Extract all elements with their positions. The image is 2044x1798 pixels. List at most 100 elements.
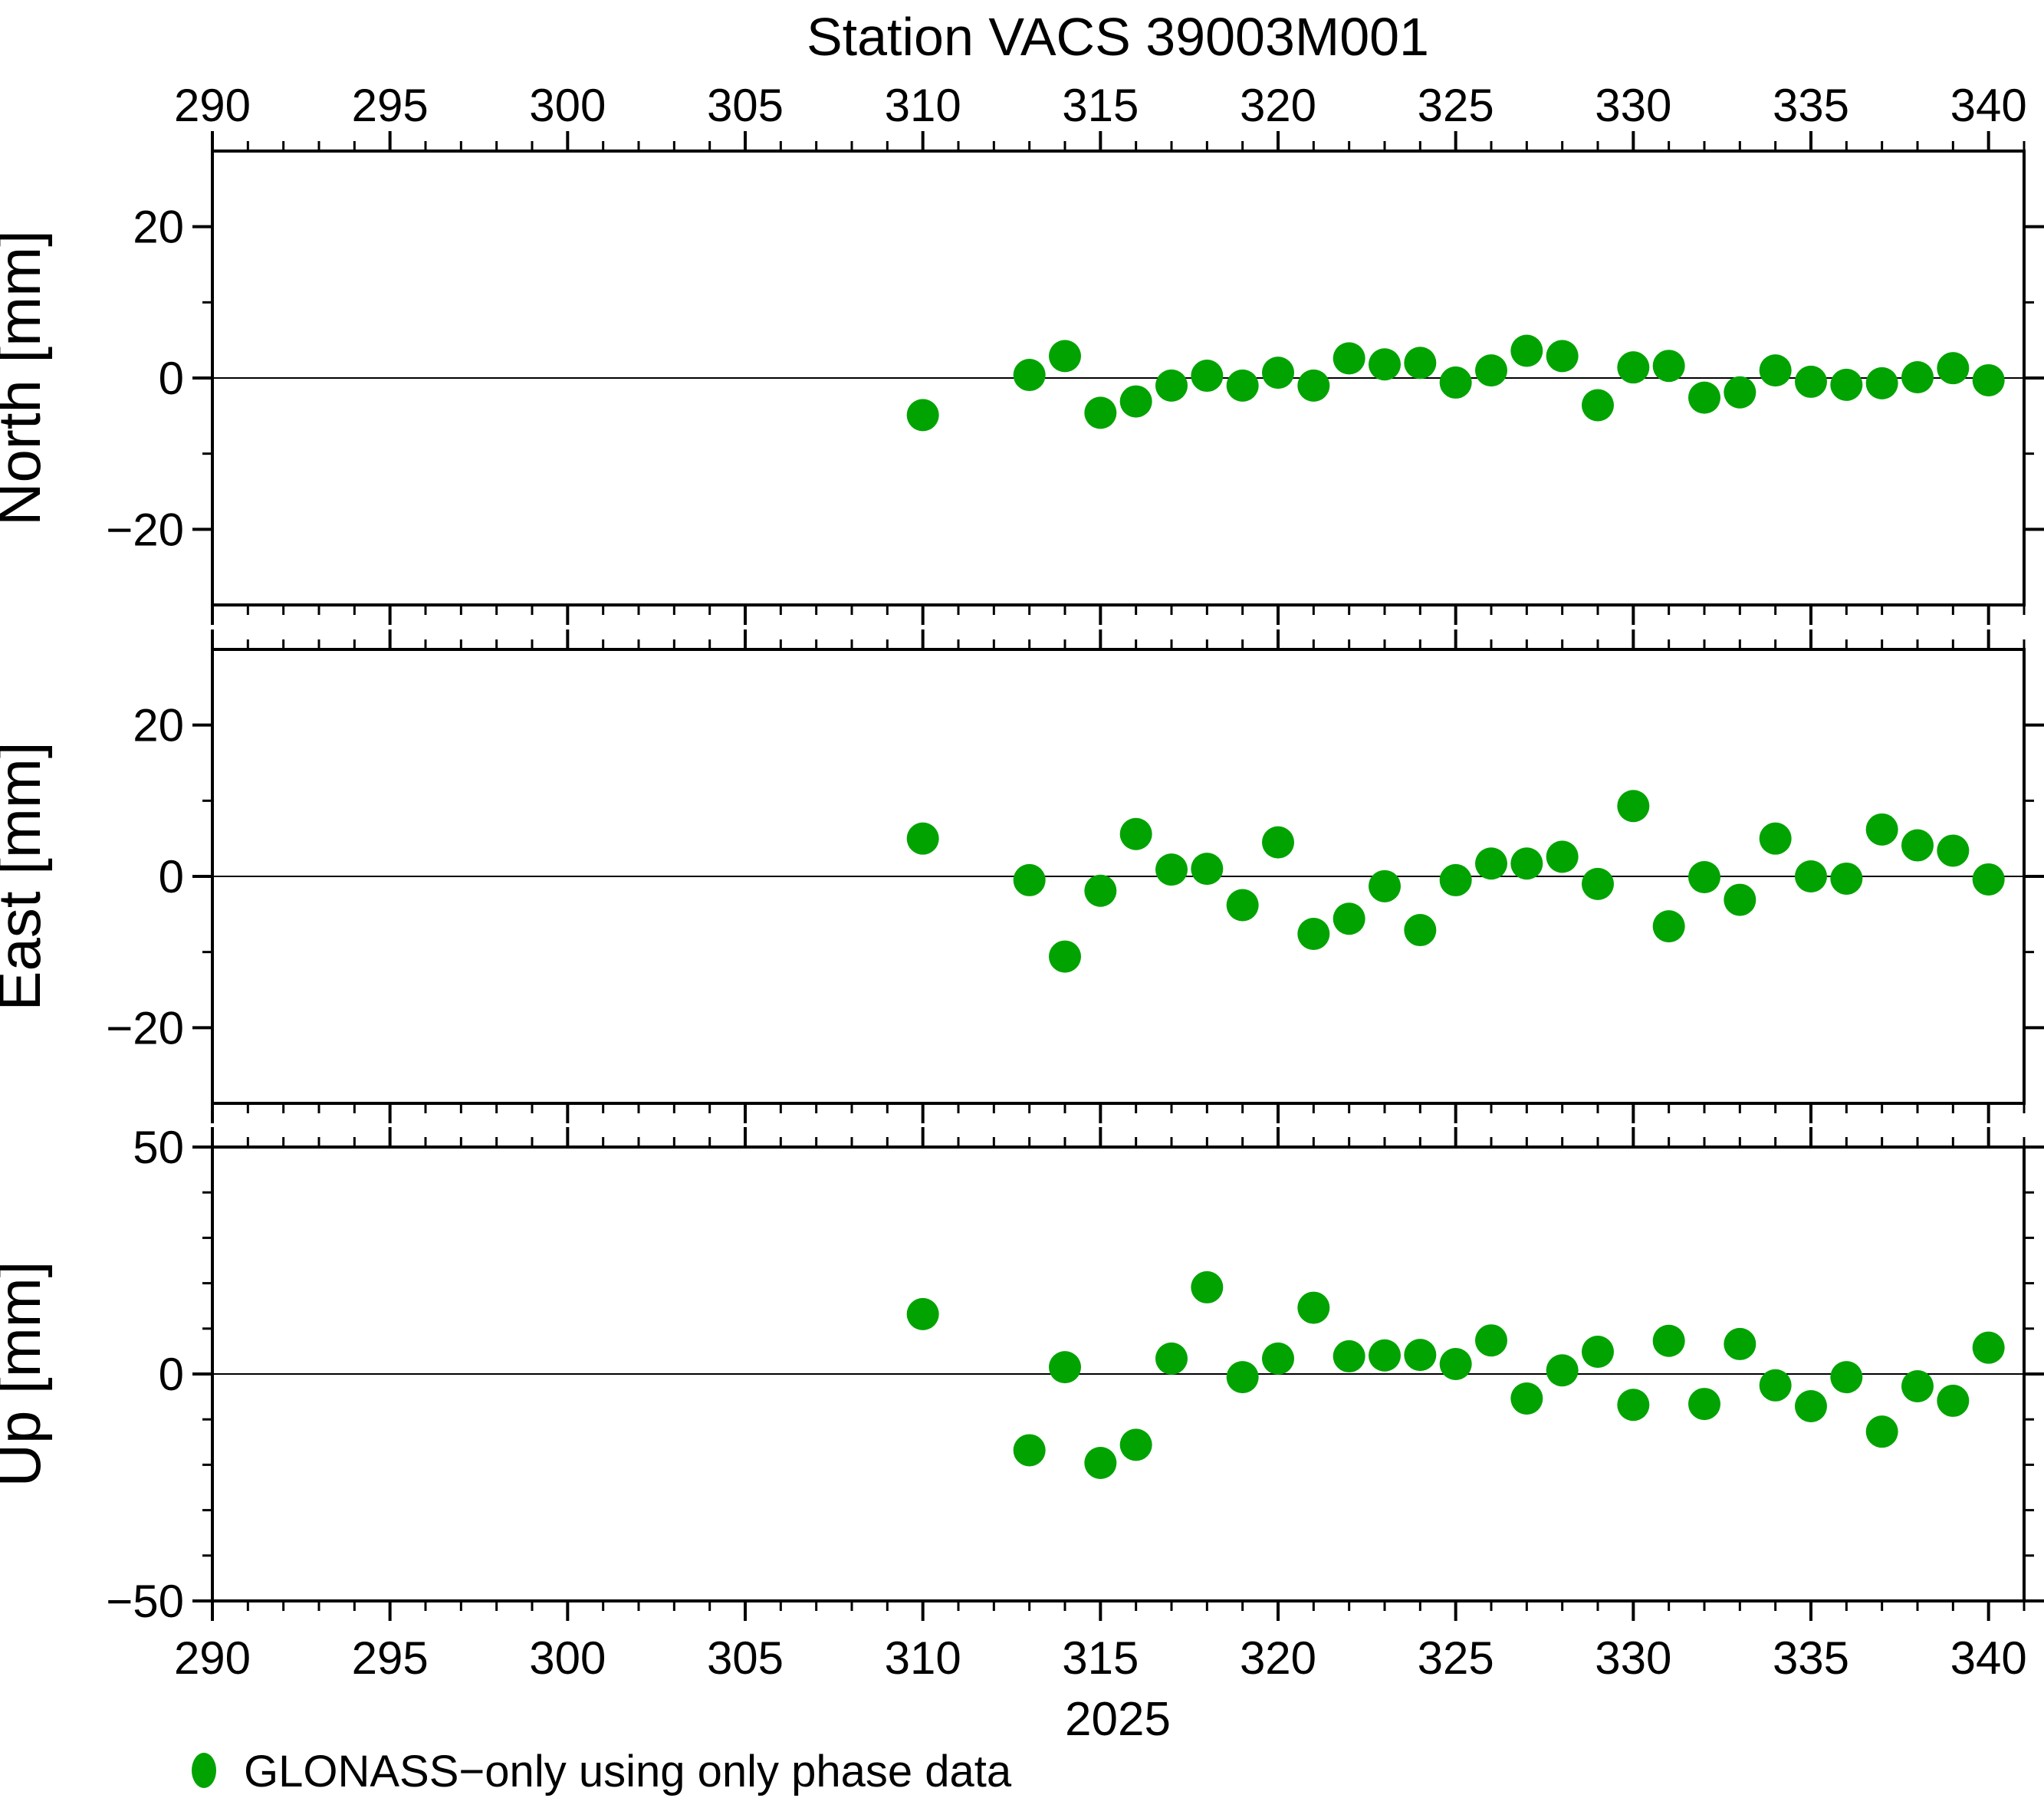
- x-tick-label-bottom-325: 325: [1418, 1632, 1494, 1684]
- data-point-north-336: [1830, 368, 1863, 401]
- data-point-east-339: [1937, 834, 1970, 867]
- x-tick-label-top-315: 315: [1062, 80, 1139, 131]
- x-tick-label-bottom-320: 320: [1240, 1632, 1316, 1684]
- data-point-up-322: [1333, 1339, 1365, 1372]
- y-axis-title-east: East [mm]: [0, 741, 53, 1011]
- data-point-north-310: [906, 399, 939, 432]
- x-tick-label-bottom-340: 340: [1950, 1632, 2027, 1684]
- x-tick-label-top-340: 340: [1950, 80, 2027, 131]
- y-tick-label-up--50: −50: [106, 1576, 184, 1627]
- x-tick-label-bottom-290: 290: [174, 1632, 251, 1684]
- x-tick-label-bottom-310: 310: [885, 1632, 961, 1684]
- x-tick-label-top-320: 320: [1240, 80, 1316, 131]
- data-point-north-340: [1972, 363, 2005, 396]
- data-point-east-330: [1617, 790, 1650, 823]
- data-point-east-313: [1013, 863, 1046, 896]
- x-tick-label-bottom-315: 315: [1062, 1632, 1139, 1684]
- y-tick-label-east-0: 0: [159, 851, 184, 902]
- legend: GLONASS−only using only phase data: [192, 1747, 1012, 1796]
- data-point-east-319: [1226, 889, 1259, 922]
- data-point-north-326: [1475, 354, 1507, 387]
- x-tick-label-bottom-300: 300: [529, 1632, 606, 1684]
- data-point-east-333: [1724, 883, 1756, 916]
- data-point-up-324: [1404, 1339, 1437, 1372]
- data-point-north-318: [1191, 360, 1224, 393]
- data-point-up-331: [1652, 1324, 1685, 1357]
- data-point-north-324: [1404, 347, 1437, 380]
- data-point-up-317: [1155, 1342, 1188, 1375]
- data-point-up-318: [1191, 1270, 1224, 1303]
- data-point-east-329: [1582, 867, 1614, 900]
- data-point-east-317: [1155, 853, 1188, 886]
- data-point-east-331: [1652, 910, 1685, 943]
- data-point-up-328: [1546, 1354, 1579, 1387]
- y-tick-label-east-20: 20: [133, 700, 184, 751]
- data-point-east-323: [1369, 869, 1401, 902]
- data-point-up-319: [1226, 1361, 1259, 1394]
- y-tick-label-north--20: −20: [106, 504, 184, 555]
- data-point-north-328: [1546, 340, 1579, 373]
- data-point-up-313: [1013, 1434, 1046, 1467]
- data-point-north-331: [1652, 350, 1685, 383]
- data-point-north-329: [1582, 389, 1614, 422]
- data-point-east-328: [1546, 840, 1579, 873]
- x-tick-label-top-295: 295: [352, 80, 429, 131]
- x-tick-label-bottom-295: 295: [352, 1632, 429, 1684]
- data-point-up-327: [1510, 1382, 1543, 1415]
- data-point-up-325: [1439, 1347, 1472, 1380]
- data-point-north-325: [1439, 366, 1472, 399]
- data-point-up-321: [1297, 1291, 1330, 1324]
- x-tick-label-bottom-305: 305: [707, 1632, 784, 1684]
- x-tick-label-top-305: 305: [707, 80, 784, 131]
- data-point-up-335: [1795, 1390, 1827, 1423]
- y-tick-label-up-50: 50: [133, 1122, 184, 1173]
- data-point-east-318: [1191, 853, 1224, 886]
- data-point-east-321: [1297, 917, 1330, 950]
- chart-generated-layer: 290 290 295 295 300 300 305 305 310 310 315 315 320 3…: [106, 80, 2044, 1684]
- data-point-north-335: [1795, 365, 1827, 398]
- data-point-north-334: [1759, 354, 1792, 387]
- data-point-north-313: [1013, 359, 1046, 392]
- x-tick-label-bottom-335: 335: [1773, 1632, 1849, 1684]
- data-point-north-320: [1262, 357, 1294, 390]
- data-point-north-314: [1049, 340, 1081, 373]
- data-point-up-333: [1724, 1327, 1756, 1360]
- data-point-east-315: [1084, 874, 1117, 907]
- data-point-north-321: [1297, 369, 1330, 402]
- data-point-up-329: [1582, 1335, 1614, 1368]
- data-point-east-320: [1262, 826, 1294, 859]
- data-point-up-314: [1049, 1351, 1081, 1384]
- data-point-up-316: [1119, 1428, 1152, 1461]
- x-tick-label-bottom-330: 330: [1595, 1632, 1671, 1684]
- legend-marker-circle-icon: [192, 1753, 216, 1788]
- data-point-east-336: [1830, 862, 1863, 895]
- data-point-up-338: [1901, 1369, 1934, 1402]
- data-point-north-327: [1510, 334, 1543, 367]
- y-axis-title-up: Up [mm]: [0, 1261, 53, 1487]
- data-point-up-323: [1369, 1339, 1401, 1372]
- data-point-up-339: [1937, 1384, 1970, 1417]
- panel-frame-east: [211, 648, 2026, 1105]
- page-title: Station VACS 39003M001: [807, 7, 1429, 67]
- data-point-east-332: [1688, 860, 1720, 893]
- data-point-north-339: [1937, 352, 1970, 385]
- data-point-north-333: [1724, 376, 1756, 409]
- data-point-east-314: [1049, 940, 1081, 973]
- data-point-up-334: [1759, 1369, 1792, 1402]
- data-point-up-326: [1475, 1324, 1507, 1357]
- data-point-east-322: [1333, 902, 1365, 935]
- data-point-up-310: [906, 1297, 939, 1330]
- data-point-north-315: [1084, 396, 1117, 429]
- data-point-east-316: [1119, 817, 1152, 850]
- data-point-north-338: [1901, 361, 1934, 394]
- data-point-up-332: [1688, 1388, 1720, 1421]
- data-point-east-327: [1510, 847, 1543, 880]
- data-point-east-337: [1865, 813, 1898, 846]
- x-tick-label-top-290: 290: [174, 80, 251, 131]
- data-point-east-334: [1759, 822, 1792, 855]
- data-point-north-323: [1369, 348, 1401, 381]
- data-point-east-325: [1439, 863, 1472, 896]
- data-point-north-319: [1226, 369, 1259, 402]
